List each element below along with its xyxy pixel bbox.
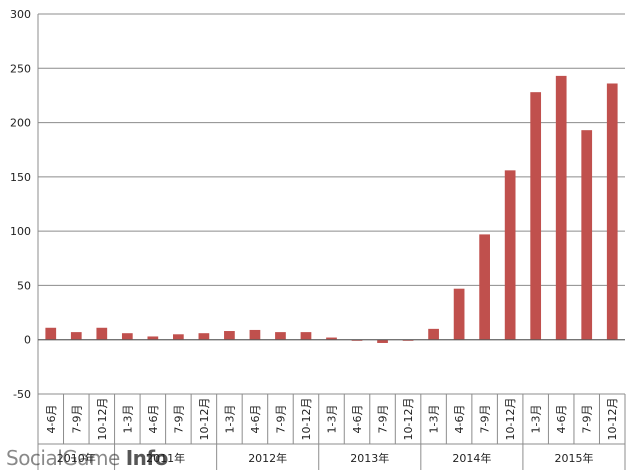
bar	[581, 130, 593, 340]
x-tick-label: 10-12月	[606, 398, 619, 441]
y-tick-label: 0	[24, 334, 31, 347]
bar	[275, 332, 286, 340]
x-tick-label: 4-6月	[249, 405, 262, 434]
x-tick-label: 10-12月	[96, 398, 109, 441]
x-tick-label: 7-9月	[581, 405, 594, 434]
x-tick-label: 7-9月	[479, 405, 492, 434]
bar	[198, 333, 210, 340]
x-tick-label: 4-6月	[45, 405, 58, 434]
watermark-text-2: Info	[125, 446, 169, 470]
x-tick-label: 1-3月	[223, 405, 236, 434]
bar	[351, 339, 363, 341]
bar	[249, 329, 261, 340]
x-tick-label: 1-3月	[326, 405, 339, 434]
bar	[606, 83, 618, 340]
y-tick-label: -50	[13, 388, 31, 401]
bar	[224, 331, 235, 340]
y-tick-label: 300	[10, 8, 31, 21]
bar	[45, 327, 57, 340]
year-label: 2010年	[57, 451, 96, 465]
x-tick-label: 4-6月	[147, 405, 160, 434]
x-tick-label: 10-12月	[198, 398, 211, 441]
bar	[300, 332, 312, 340]
bar	[530, 92, 542, 340]
x-tick-label: 4-6月	[351, 405, 364, 434]
bar	[70, 332, 82, 340]
bar	[377, 339, 388, 343]
bar	[173, 334, 184, 340]
year-label: 2011年	[146, 451, 185, 465]
bars	[45, 75, 618, 343]
bar	[504, 170, 516, 340]
x-tick-label: 1-3月	[428, 405, 441, 434]
bar	[402, 339, 414, 341]
watermark-logo: SocialGame Info	[6, 446, 168, 470]
y-tick-label: 100	[10, 225, 31, 238]
x-tick-label: 7-9月	[172, 405, 185, 434]
bar	[147, 336, 159, 340]
bar	[326, 337, 337, 340]
x-tick-label: 7-9月	[377, 405, 390, 434]
x-tick-label: 1-3月	[121, 405, 134, 434]
bar	[453, 288, 465, 340]
x-axis-labels: 4-6月 7-9月 10-12月 1-3月 4-6月 7-9月 10-12月 1-3月 4-6月…	[45, 398, 619, 441]
year-label: 2015年	[554, 451, 593, 465]
x-tick-label: 7-9月	[274, 405, 287, 434]
x-tick-label: 1-3月	[530, 405, 543, 434]
y-axis-labels: -50 0 50 100 150 200 250 300	[10, 8, 31, 401]
x-tick-label: 4-6月	[453, 405, 466, 434]
bar	[96, 327, 108, 340]
y-tick-label: 150	[10, 171, 31, 184]
year-label: 2014年	[452, 451, 491, 465]
year-label: 2012年	[248, 451, 287, 465]
y-tick-label: 50	[17, 279, 31, 292]
x-tick-label: 7-9月	[70, 405, 83, 434]
bar	[479, 234, 490, 340]
watermark-text-1: SocialGame	[6, 446, 126, 470]
x-tick-label: 4-6月	[555, 405, 568, 434]
y-tick-label: 200	[10, 117, 31, 130]
x-tick-label: 10-12月	[402, 398, 415, 441]
axes	[37, 14, 626, 470]
x-tick-label: 10-12月	[300, 398, 313, 441]
bar	[428, 328, 439, 340]
y-tick-label: 250	[10, 62, 31, 75]
year-label: 2013年	[350, 451, 389, 465]
x-tick-label: 10-12月	[504, 398, 517, 441]
bar	[555, 75, 567, 340]
bar	[121, 333, 133, 340]
year-labels: 2010年 2011年 2012年 2013年 2014年 2015年	[57, 451, 594, 465]
